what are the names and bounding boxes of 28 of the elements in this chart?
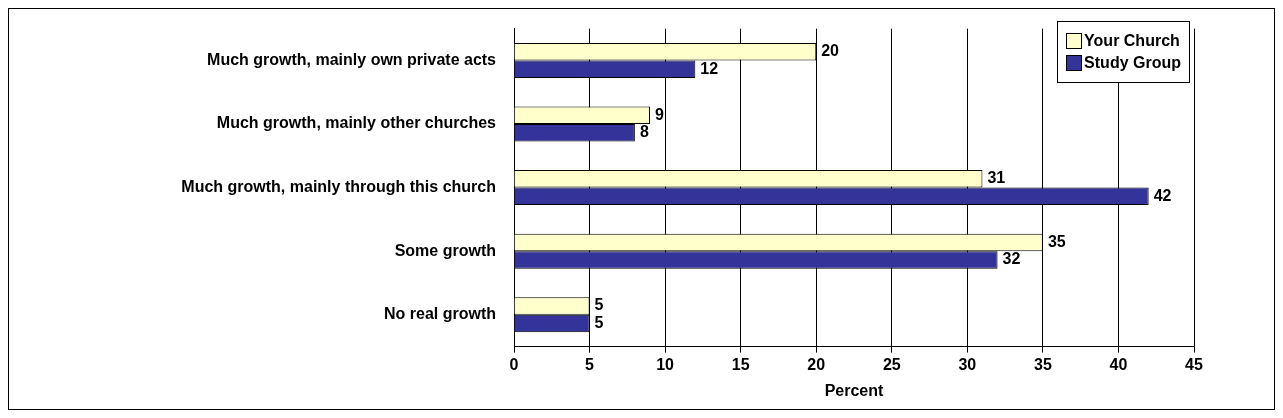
data-label: 31 [987,169,1006,187]
y-tick-label: Some growth [394,241,496,259]
data-label: 5 [594,296,604,314]
x-tick-label: 20 [807,355,826,373]
y-tick-label: Much growth, mainly through this church [181,178,496,196]
data-label: 32 [1002,250,1021,268]
x-tick-label: 35 [1033,355,1052,373]
data-label: 35 [1047,232,1066,250]
x-tick-label: 25 [882,355,901,373]
x-tick-label: 40 [1109,355,1128,373]
x-tick-label: 15 [731,355,750,373]
x-axis-title: Percent [824,381,885,399]
data-label: 42 [1153,186,1172,204]
y-tick-label: Much growth, mainly other churches [216,114,497,132]
x-tick-label: 10 [656,355,675,373]
y-tick-label: No real growth [383,305,496,323]
legend-label: Study Group [1084,54,1181,72]
x-tick-label: 45 [1185,355,1203,373]
data-label: 8 [639,123,649,141]
x-tick-label: 30 [958,355,977,373]
data-label: 12 [700,59,719,77]
data-label: 5 [594,313,604,331]
x-tick-label: 5 [585,355,595,373]
legend-label: Your Church [1084,32,1180,50]
x-tick-label: 0 [509,355,519,373]
data-label: 9 [655,105,664,123]
data-label: 20 [821,42,840,60]
y-tick-label: Much growth, mainly own private acts [207,50,497,68]
